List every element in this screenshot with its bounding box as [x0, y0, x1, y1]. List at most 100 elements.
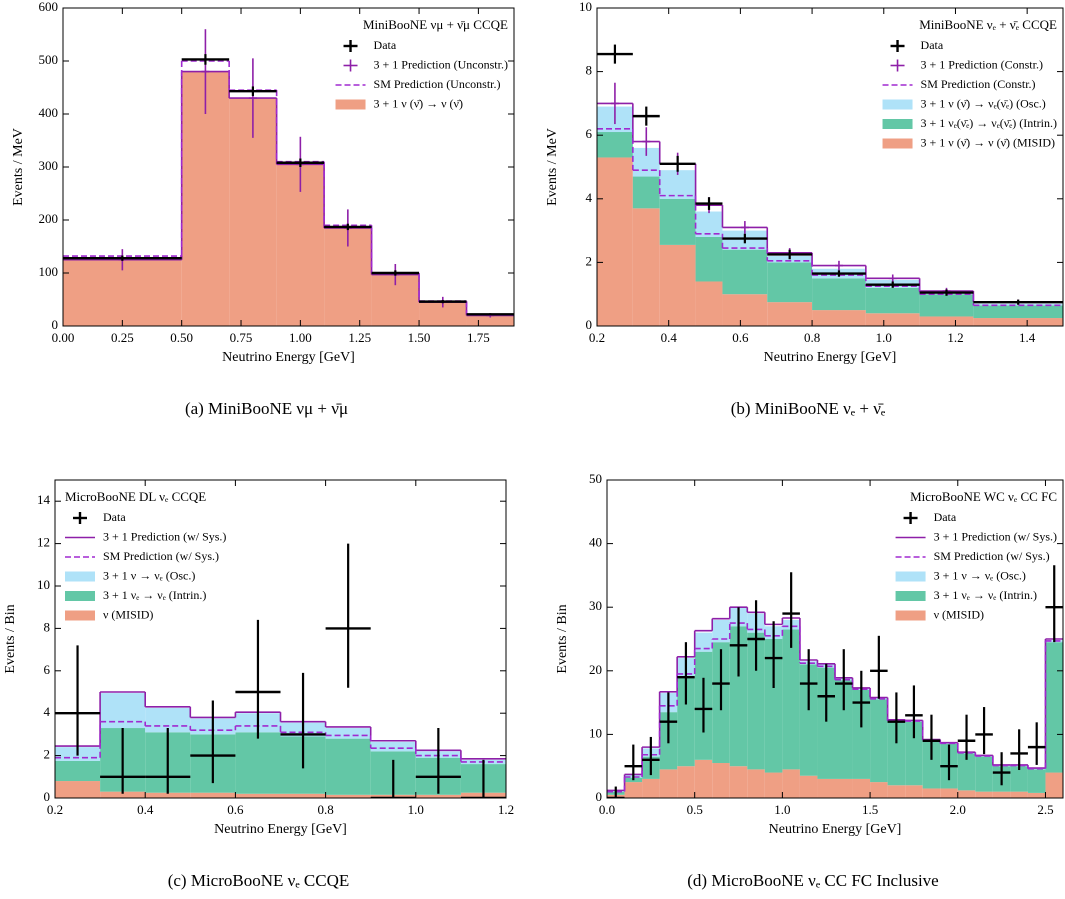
legend-label: Data	[374, 38, 397, 52]
legend-label: 3 + 1 ν (ν̄) → ν (ν̄) (MISID)	[921, 135, 1055, 149]
y-tick-label: 300	[39, 158, 59, 173]
stack-segment	[835, 680, 853, 779]
y-tick-label: 0	[44, 789, 51, 804]
legend-label: Data	[921, 38, 944, 52]
stack-segment	[659, 198, 696, 245]
panel: 0.00 0.25 0.50 0.75 1.00 1.25 1.50 1.75 0 100 200 3…	[11, 0, 515, 418]
x-tick-label: 1.50	[408, 330, 431, 345]
legend-title: MicroBooNE DL νₑ CCQE	[65, 489, 206, 504]
panel: 0.2 0.4 0.6 0.8 1.0 1.2 1.4 0 2 4 6 8 10 Neutrino Ene…	[545, 0, 1064, 418]
stack-segment	[782, 629, 800, 770]
legend-label: 3 + 1 Prediction (w/ Sys.)	[103, 529, 226, 543]
legend-handle	[65, 591, 95, 601]
y-tick-label: 400	[39, 105, 59, 120]
legend-label: 3 + 1 νₑ(ν̄ₑ) → νₑ(ν̄ₑ) (Intrin.)	[921, 116, 1057, 130]
y-tick-label: 40	[589, 535, 602, 550]
x-tick-label: 0.50	[170, 330, 193, 345]
stack-segment	[632, 208, 660, 326]
legend-label: 3 + 1 ν → νₑ (Osc.)	[934, 568, 1026, 582]
legend-title: MicroBooNE WC νₑ CC FC	[910, 489, 1057, 504]
y-tick-label: 4	[44, 704, 51, 719]
legend-label: 3 + 1 ν (ν̄) → νₑ(ν̄ₑ) (Osc.)	[921, 96, 1046, 110]
legend-label: 3 + 1 ν (ν̄) → ν (ν̄)	[374, 96, 463, 110]
stack-segment	[782, 769, 800, 798]
stack-segment	[100, 791, 146, 798]
x-tick-label: 1.0	[408, 802, 424, 817]
stack-segment	[973, 318, 1063, 326]
y-axis-label: Events / Bin	[555, 604, 570, 673]
stack-segment	[919, 316, 974, 326]
legend-handle	[903, 512, 918, 524]
x-tick-label: 1.2	[498, 802, 514, 817]
stack-segment	[905, 721, 923, 786]
y-tick-label: 0	[596, 789, 603, 804]
legend-label: Data	[103, 510, 126, 524]
legend-handle	[895, 610, 926, 621]
plot-area	[63, 29, 514, 326]
y-tick-label: 8	[586, 63, 593, 78]
legend: Data 3 + 1 Prediction (Unconstr.) SM Predi…	[335, 17, 508, 110]
stack-segment	[870, 782, 888, 798]
stack-segment	[712, 619, 730, 643]
legend-handle	[890, 40, 905, 52]
legend-label: 3 + 1 Prediction (Constr.)	[921, 57, 1043, 71]
legend-items: Data 3 + 1 Prediction (Constr.) SM Predict…	[882, 38, 1057, 149]
stack-segment	[694, 632, 713, 652]
legend-handle	[335, 99, 366, 110]
legend-label: 3 + 1 νₑ → νₑ (Intrin.)	[103, 588, 206, 602]
stack-segment	[799, 775, 818, 798]
stack-segment	[235, 793, 281, 798]
panel: 0.2 0.4 0.6 0.8 1.0 1.2 0 2 4 6 8 10 12 14 Neutrino En…	[3, 479, 514, 890]
stack-segment	[624, 782, 643, 798]
y-tick-label: 10	[589, 725, 602, 740]
stack-segment	[870, 699, 888, 783]
stack-segment	[370, 741, 416, 752]
caption: (d) MicroBooNE νₑ CC FC Inclusive	[687, 871, 938, 890]
legend-title: MiniBooNE νₑ + ν̄ₑ CCQE	[919, 17, 1057, 32]
stack-segment	[747, 632, 765, 770]
x-tick-label: 1.4	[1019, 330, 1036, 345]
stack-segment	[852, 778, 871, 798]
stack-segment	[190, 792, 236, 798]
legend-handle	[895, 591, 926, 601]
y-tick-label: 10	[37, 577, 50, 592]
stack-segment	[466, 315, 514, 326]
x-axis-label: Neutrino Energy [GeV]	[214, 822, 347, 837]
y-tick-label: 6	[586, 126, 593, 141]
stack-segment	[712, 763, 730, 798]
x-tick-label: 1.5	[862, 802, 878, 817]
stack-segment	[905, 785, 923, 798]
stack-segment	[957, 753, 976, 791]
x-tick-label: 0.4	[137, 802, 154, 817]
stack-segment	[957, 790, 976, 798]
legend-items: Data 3 + 1 Prediction (w/ Sys.) SM Predict…	[65, 510, 226, 621]
legend-label: 3 + 1 ν → νₑ (Osc.)	[103, 568, 195, 582]
stack-segment	[419, 302, 467, 326]
caption: (c) MicroBooNE νₑ CCQE	[168, 871, 350, 890]
x-tick-label: 1.00	[289, 330, 312, 345]
stack-segment	[729, 766, 748, 798]
legend-items: Data 3 + 1 Prediction (w/ Sys.) SM Predict…	[895, 510, 1057, 621]
legend-title: MiniBooNE νμ + ν̄μ CCQE	[363, 17, 508, 32]
legend-label: SM Prediction (w/ Sys.)	[934, 549, 1050, 563]
x-tick-label: 0.6	[732, 330, 749, 345]
axes-frame	[54, 479, 507, 799]
y-axis-label: Events / MeV	[11, 128, 26, 206]
stack-segment	[835, 778, 853, 798]
y-tick-label: 12	[37, 535, 50, 550]
legend: Data 3 + 1 Prediction (w/ Sys.) SM Predict…	[65, 489, 226, 621]
legend-label: Data	[934, 510, 957, 524]
legend-handle	[343, 40, 358, 52]
y-tick-label: 600	[39, 0, 59, 14]
stack-segment	[764, 639, 783, 773]
stack-segment	[1027, 769, 1046, 793]
stack-segment	[1045, 642, 1063, 773]
x-tick-label: 0.25	[111, 330, 134, 345]
caption: (a) MiniBooNE νμ + ν̄μ	[185, 399, 348, 418]
stack-segment	[1045, 772, 1063, 798]
legend-label: 3 + 1 Prediction (Unconstr.)	[374, 57, 508, 71]
stack-segment	[415, 794, 461, 798]
stack-segment	[145, 792, 191, 798]
stack-segment	[325, 794, 371, 798]
